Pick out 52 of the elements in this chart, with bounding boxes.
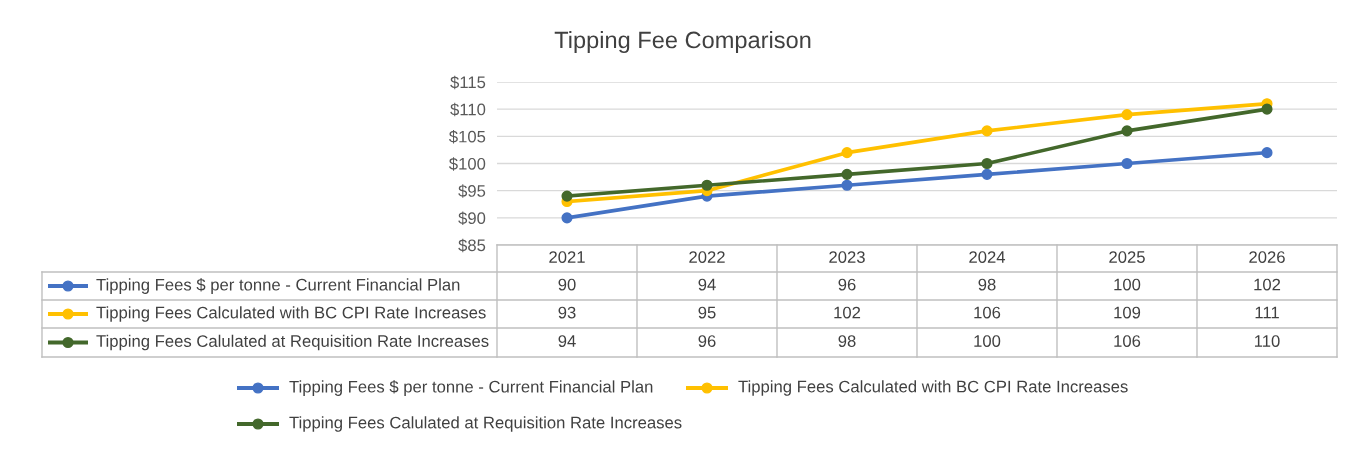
point — [841, 168, 853, 180]
point — [561, 190, 573, 202]
point — [981, 125, 993, 137]
data-label: 111 — [1255, 306, 1279, 319]
x-tick-label: 2024 — [969, 251, 1006, 263]
data-label: 100 — [974, 335, 1001, 347]
point — [841, 147, 853, 159]
point — [701, 179, 713, 191]
data-label: 106 — [974, 306, 1001, 319]
point — [841, 179, 853, 191]
data-label: 102 — [1254, 278, 1281, 291]
data-label: 106 — [1114, 335, 1141, 347]
point — [981, 168, 993, 180]
y-tick-label: $90 — [458, 211, 486, 226]
point — [1121, 125, 1133, 137]
y-tick-label: $95 — [458, 184, 486, 198]
data-label: 90 — [558, 278, 576, 291]
y-tick-label: $85 — [458, 238, 486, 253]
data-label: 94 — [698, 278, 716, 291]
chart-title: Tipping Fee Comparison — [554, 31, 811, 53]
text: Tipping Fees Calculated with BC CPI Rate Increases — [738, 380, 1128, 396]
x-tick-label: 2026 — [1249, 251, 1285, 263]
x-tick-label: 2022 — [689, 251, 725, 263]
point — [981, 157, 993, 170]
legend-label: Tipping Fees Calulated at Requisition Rate Increases — [96, 334, 489, 351]
point — [1121, 109, 1133, 121]
data-label: 95 — [698, 306, 716, 319]
data-label: 100 — [1114, 278, 1141, 291]
legend-label: Tipping Fees $ per tonne - Current Financial Plan — [96, 278, 460, 294]
point — [1261, 103, 1273, 115]
x-tick-label: 2023 — [829, 251, 865, 263]
data-label: 102 — [834, 306, 861, 319]
y-tick-label: $110 — [450, 102, 486, 117]
point — [1121, 157, 1133, 170]
y-tick-label: $100 — [449, 157, 486, 171]
data-label: 96 — [838, 278, 856, 291]
x-tick-label: 2025 — [1109, 251, 1145, 263]
text: Tipping Fees Calulated at Requisition Rate Increases — [289, 416, 682, 432]
text: Tipping Fees $ per tonne - Current Financial Plan — [289, 380, 653, 396]
data-label: 93 — [558, 306, 576, 319]
y-tick-label: $105 — [449, 130, 486, 144]
y-tick-label: $115 — [450, 75, 486, 90]
data-label: 109 — [1114, 306, 1141, 319]
data-label: 96 — [698, 335, 716, 347]
point — [561, 212, 573, 224]
point — [1261, 147, 1273, 159]
data-label: 94 — [558, 335, 576, 347]
data-label: 98 — [978, 278, 996, 291]
legend-label: Tipping Fees Calculated with BC CPI Rate Increases — [96, 306, 486, 322]
x-tick-label: 2021 — [549, 251, 585, 263]
data-label: 98 — [838, 335, 856, 347]
data-label: 110 — [1254, 335, 1280, 347]
